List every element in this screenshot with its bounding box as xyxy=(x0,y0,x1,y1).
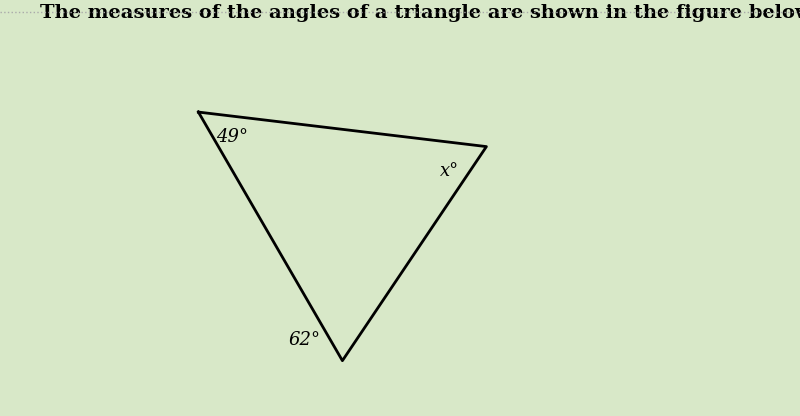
Text: 49°: 49° xyxy=(216,128,248,146)
Text: 62°: 62° xyxy=(288,331,320,349)
Text: The measures of the angles of a triangle are shown in the figure below. Solve fo: The measures of the angles of a triangle… xyxy=(40,4,800,22)
Text: x°: x° xyxy=(440,162,458,180)
